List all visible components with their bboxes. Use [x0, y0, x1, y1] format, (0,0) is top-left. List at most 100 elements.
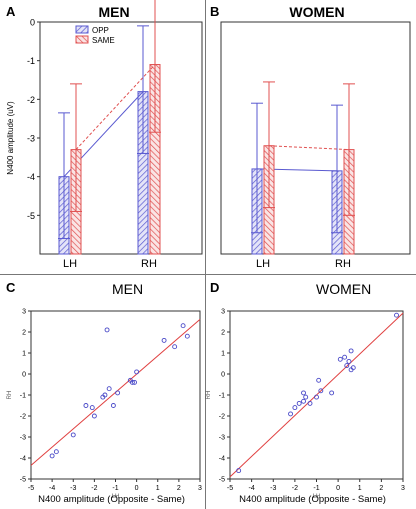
- y-tick-label: 2: [22, 330, 26, 337]
- data-point: [104, 327, 110, 333]
- y-tick-label: 0: [22, 372, 26, 379]
- y-tick-label: 3: [22, 309, 26, 316]
- y-tick-label: 1: [221, 351, 225, 358]
- data-point: [236, 468, 242, 474]
- data-point: [134, 369, 140, 375]
- x-tick-label: LH: [256, 258, 270, 270]
- data-point: [102, 392, 108, 398]
- x-tick-label: -5: [227, 485, 233, 492]
- panel-title-b: WOMEN: [289, 4, 344, 20]
- panel-letter-c: C: [6, 280, 16, 295]
- y-tick-label: 3: [221, 309, 225, 316]
- x-tick-label: 2: [379, 485, 383, 492]
- data-point: [110, 403, 116, 408]
- data-point: [314, 394, 319, 400]
- y-tick-label: -4: [20, 456, 26, 463]
- y-tick-label: 1: [22, 351, 26, 358]
- data-point: [307, 400, 313, 406]
- y-tick-label: 0: [221, 372, 225, 379]
- data-point: [288, 411, 293, 417]
- y-tick-label: -3: [20, 435, 26, 442]
- y-tick-label: -1: [20, 393, 26, 400]
- data-point: [172, 344, 178, 350]
- bar-chart-women: LH RH: [220, 21, 411, 270]
- y-axis-label: RH: [206, 391, 212, 400]
- data-point: [348, 348, 354, 354]
- y-axis-label: RH: [7, 391, 13, 400]
- legend-swatch-opp: [75, 25, 89, 34]
- mean-line-same: [268, 145, 350, 151]
- y-tick-label: -2: [20, 414, 26, 421]
- x-tick-label: -3: [270, 485, 276, 492]
- y-tick-label: -5: [20, 477, 26, 484]
- x-tick-label: -3: [70, 485, 76, 492]
- data-point: [184, 333, 190, 339]
- x-tick-label: 3: [401, 485, 405, 492]
- legend-label-opp: OPP: [92, 26, 109, 35]
- x-tick-label: 2: [177, 485, 181, 492]
- x-tick-label: RH: [335, 258, 351, 270]
- data-point: [337, 356, 343, 362]
- x-tick-label: -1: [313, 485, 319, 492]
- x-tick-label: 0: [336, 485, 340, 492]
- legend-label-same: SAME: [92, 36, 115, 45]
- plot-frame: [220, 21, 411, 255]
- y-tick-label: 2: [221, 330, 225, 337]
- x-axis-label: LH: [112, 494, 120, 500]
- data-point: [301, 390, 306, 396]
- data-point: [161, 337, 167, 343]
- panel-letter-a: A: [6, 4, 16, 19]
- x-tick-label: -4: [249, 485, 255, 492]
- y-tick-label: -4: [219, 456, 225, 463]
- data-point: [296, 400, 302, 406]
- y-tick-label: -1: [219, 393, 225, 400]
- scatter-chart-women: -5-5 -4 -4 -3 -3 -2 -2 -1 -1 0 0 1 1 2 2 3 3 LH RH N400 amp…: [206, 309, 405, 506]
- data-point: [303, 394, 309, 400]
- data-point: [115, 390, 121, 396]
- panel-title-d: WOMEN: [316, 281, 371, 297]
- x-tick-label: RH: [141, 258, 157, 270]
- data-point: [318, 388, 324, 394]
- legend-swatch-same: [75, 35, 89, 44]
- panel-title-a: MEN: [98, 4, 129, 20]
- y-tick-label: 0: [30, 18, 35, 28]
- x-tick-label: LH: [63, 258, 77, 270]
- x-tick-label: -4: [49, 485, 55, 492]
- y-tick-label: -5: [27, 211, 35, 221]
- x-tick-label: 1: [156, 485, 160, 492]
- y-tick-label: -3: [219, 435, 225, 442]
- data-point: [129, 379, 135, 385]
- y-axis-label: N400 amplitude (uV): [6, 101, 15, 175]
- bar-chart-men: 0 -1 -2 -3 -4 -5 N400 amplitude (uV) LH RH OPPSAM…: [6, 0, 203, 270]
- data-point: [342, 354, 348, 360]
- caption: N400 amplitude (Opposite - Same): [38, 494, 185, 505]
- data-point: [91, 413, 97, 419]
- x-axis-label: LH: [313, 494, 321, 500]
- x-tick-label: -5: [28, 485, 34, 492]
- y-tick-label: -3: [27, 134, 35, 144]
- data-point: [394, 312, 399, 318]
- data-point: [292, 405, 298, 411]
- data-point: [316, 377, 322, 383]
- y-tick-label: -4: [27, 172, 35, 182]
- x-tick-label: -2: [292, 485, 298, 492]
- data-point: [49, 453, 55, 459]
- data-point: [70, 432, 76, 438]
- scatter-chart-men: -5-5 -4 -4 -3 -3 -2 -2 -1 -1 0 0 1 1 2 2 3 3 LH RH N400 amp…: [7, 309, 202, 506]
- data-point: [53, 449, 59, 455]
- data-point: [106, 386, 112, 392]
- data-point: [132, 379, 137, 385]
- x-tick-label: -1: [112, 485, 118, 492]
- data-point: [329, 390, 335, 396]
- x-tick-label: 1: [358, 485, 362, 492]
- data-point: [350, 365, 356, 371]
- data-point: [301, 398, 306, 404]
- mean-line-same: [75, 64, 156, 150]
- x-tick-label: 3: [198, 485, 202, 492]
- data-point: [83, 403, 89, 408]
- panel-letter-d: D: [210, 280, 219, 295]
- caption: N400 amplitude (Opposite - Same): [239, 494, 386, 505]
- data-point: [346, 358, 352, 364]
- y-tick-label: -5: [219, 477, 225, 484]
